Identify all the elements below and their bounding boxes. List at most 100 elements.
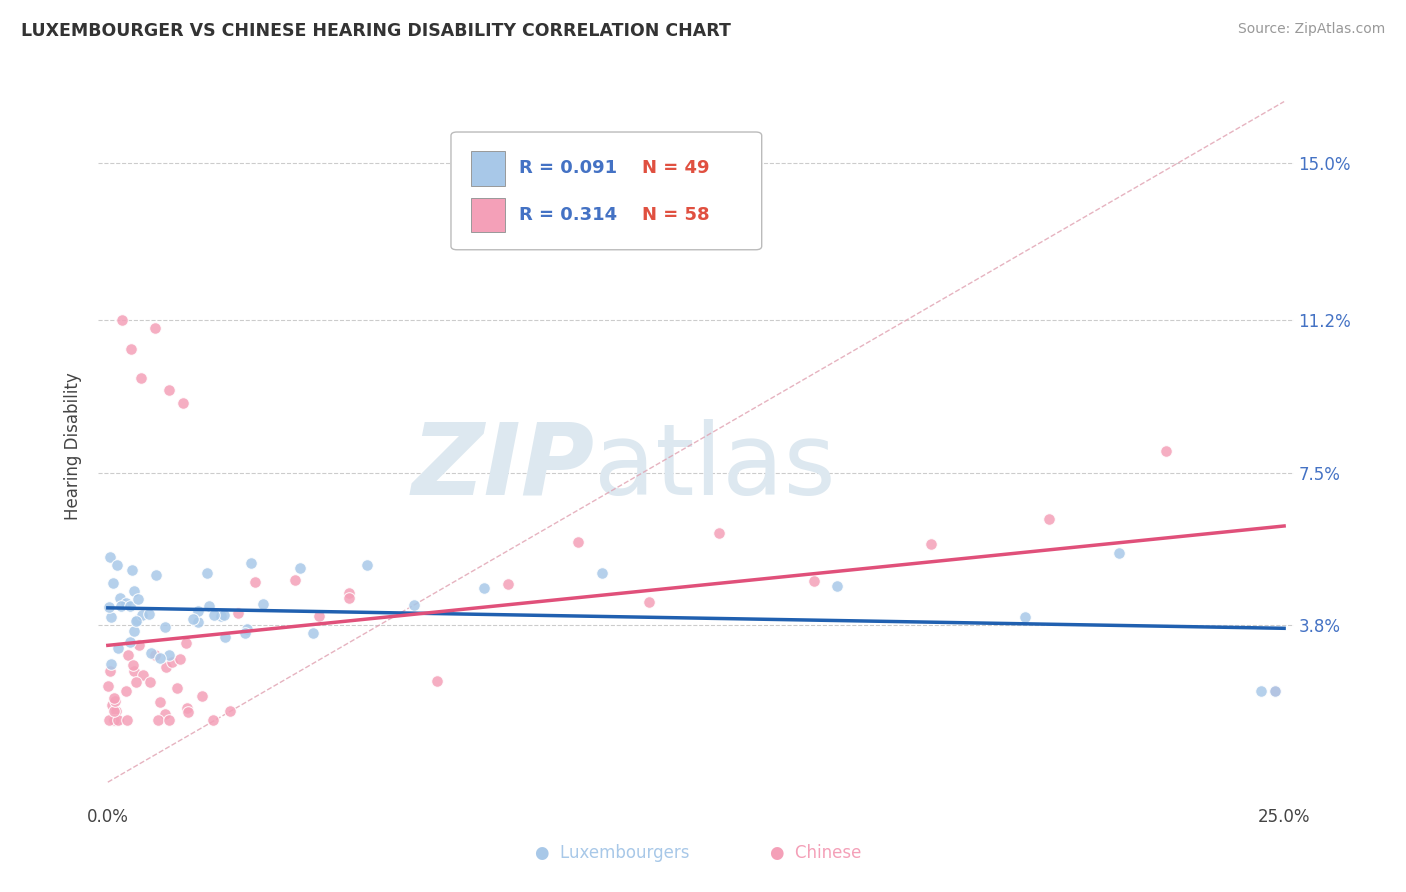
Point xyxy=(233,626,256,640)
Text: R = 0.314: R = 0.314 xyxy=(519,206,617,224)
Point xyxy=(202,714,225,728)
FancyBboxPatch shape xyxy=(471,152,505,186)
Point xyxy=(103,714,125,728)
Point xyxy=(1108,545,1130,559)
Point xyxy=(240,556,263,570)
Point xyxy=(920,537,942,551)
Point xyxy=(139,647,162,661)
Text: ●  Chinese: ● Chinese xyxy=(770,844,860,862)
Point xyxy=(153,706,176,721)
Point xyxy=(197,599,219,614)
Point xyxy=(218,704,240,718)
Point xyxy=(103,704,125,718)
Point xyxy=(101,714,124,728)
Point xyxy=(195,566,218,581)
Point xyxy=(157,714,180,728)
Point xyxy=(339,591,361,605)
Point xyxy=(128,638,150,652)
Point xyxy=(108,591,131,606)
Point xyxy=(111,313,134,327)
Point xyxy=(105,714,128,728)
Point xyxy=(288,560,311,574)
Point xyxy=(176,701,198,715)
Point xyxy=(127,592,149,607)
Point xyxy=(591,566,613,581)
Point xyxy=(212,608,235,623)
Point xyxy=(138,607,160,621)
Point xyxy=(1264,684,1286,698)
Point xyxy=(125,613,148,627)
Point xyxy=(402,598,425,612)
Point xyxy=(1038,512,1060,526)
Text: atlas: atlas xyxy=(595,419,837,516)
Point xyxy=(1264,684,1286,698)
Text: N = 58: N = 58 xyxy=(643,206,710,224)
Point xyxy=(122,584,145,599)
Point xyxy=(125,674,148,689)
Point xyxy=(122,624,145,638)
Point xyxy=(496,577,519,591)
Point xyxy=(131,607,153,622)
Point xyxy=(356,558,378,572)
Point xyxy=(107,714,129,728)
Text: ●  Luxembourgers: ● Luxembourgers xyxy=(536,844,689,862)
Point xyxy=(825,579,848,593)
Point xyxy=(129,371,152,385)
Point xyxy=(120,342,142,356)
Point xyxy=(149,695,172,709)
Point xyxy=(166,681,188,695)
Point xyxy=(252,597,274,611)
Point xyxy=(105,704,128,718)
Point xyxy=(567,535,589,549)
Point xyxy=(100,550,122,565)
Point xyxy=(202,608,225,623)
Point xyxy=(97,679,120,693)
Point xyxy=(149,651,172,665)
Point xyxy=(284,573,307,587)
Point xyxy=(157,648,180,662)
Point xyxy=(117,648,139,662)
Text: Source: ZipAtlas.com: Source: ZipAtlas.com xyxy=(1237,22,1385,37)
Point xyxy=(472,582,495,596)
Point xyxy=(190,690,212,704)
Point xyxy=(172,395,194,409)
Point xyxy=(157,384,180,398)
Point xyxy=(143,321,166,335)
Point xyxy=(122,664,145,678)
Point xyxy=(236,622,259,636)
Point xyxy=(214,631,236,645)
Point xyxy=(143,648,166,662)
Point xyxy=(138,674,160,689)
Point xyxy=(110,599,132,613)
Point xyxy=(121,563,143,577)
Point xyxy=(339,586,361,600)
Point xyxy=(209,608,232,623)
Point xyxy=(107,641,129,656)
Point xyxy=(98,664,121,678)
Point xyxy=(1250,684,1272,698)
Point xyxy=(226,606,249,620)
Point xyxy=(177,705,200,719)
Point xyxy=(115,596,138,610)
Point xyxy=(120,599,142,614)
Point xyxy=(145,567,167,582)
Point xyxy=(97,714,120,728)
Point xyxy=(160,655,183,669)
FancyBboxPatch shape xyxy=(471,198,505,232)
FancyBboxPatch shape xyxy=(451,132,762,250)
Point xyxy=(243,575,266,590)
Point xyxy=(187,615,209,629)
Point xyxy=(104,694,127,708)
Point xyxy=(1014,610,1036,624)
Point xyxy=(103,691,125,706)
Point xyxy=(169,651,191,665)
Y-axis label: Hearing Disability: Hearing Disability xyxy=(65,372,83,520)
Point xyxy=(122,658,145,673)
Point xyxy=(103,576,125,591)
Point xyxy=(97,599,120,614)
Point xyxy=(114,683,136,698)
Point xyxy=(803,574,825,588)
Point xyxy=(146,714,169,728)
Point xyxy=(426,673,449,688)
Point xyxy=(155,660,177,674)
